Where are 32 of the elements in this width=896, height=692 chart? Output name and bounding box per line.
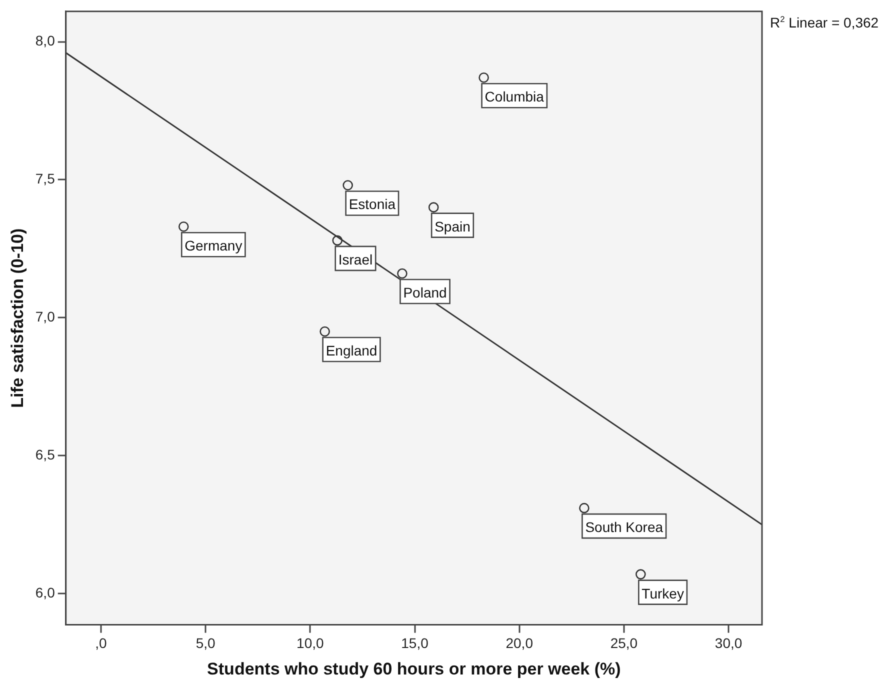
x-tick-label: 5,0: [196, 635, 216, 652]
x-tick-label: 20,0: [506, 635, 534, 652]
y-tick-label: 6,0: [35, 584, 56, 600]
annotation: Germany: [184, 238, 242, 254]
point: [428, 202, 439, 212]
x-tick-label: ,0: [95, 635, 108, 652]
y-tick-label: 7,0: [35, 308, 56, 325]
x-axis-title: Students who study 60 hours or more per week (%): [207, 659, 621, 678]
point: [342, 180, 353, 190]
annotation: Spain: [434, 218, 470, 234]
y-axis-title: Life satisfaction (0-10): [8, 228, 27, 408]
point: [636, 569, 646, 580]
annotation: Estonia: [348, 196, 396, 212]
x-tick-label: 10,0: [296, 635, 324, 652]
annotation: Israel: [338, 251, 373, 268]
x-tick-label: 30,0: [714, 635, 742, 652]
point: [178, 221, 189, 232]
annotation: South Korea: [585, 519, 664, 536]
annotation: Columbia: [484, 88, 544, 105]
point: [579, 502, 590, 514]
y-tick-label: 6,5: [35, 446, 56, 463]
x-tick-label: 15,0: [401, 635, 429, 652]
annotation: Poland: [403, 284, 447, 301]
annotation: Turkey: [642, 585, 684, 602]
point: [478, 72, 489, 83]
point: [332, 235, 343, 246]
x-tick-label: 25,0: [610, 635, 638, 652]
point: [320, 326, 330, 337]
y-tick-label: 7,5: [35, 170, 56, 187]
point: [397, 268, 408, 279]
annotation: England: [326, 342, 378, 358]
y-tick-label: 8,0: [35, 32, 56, 49]
